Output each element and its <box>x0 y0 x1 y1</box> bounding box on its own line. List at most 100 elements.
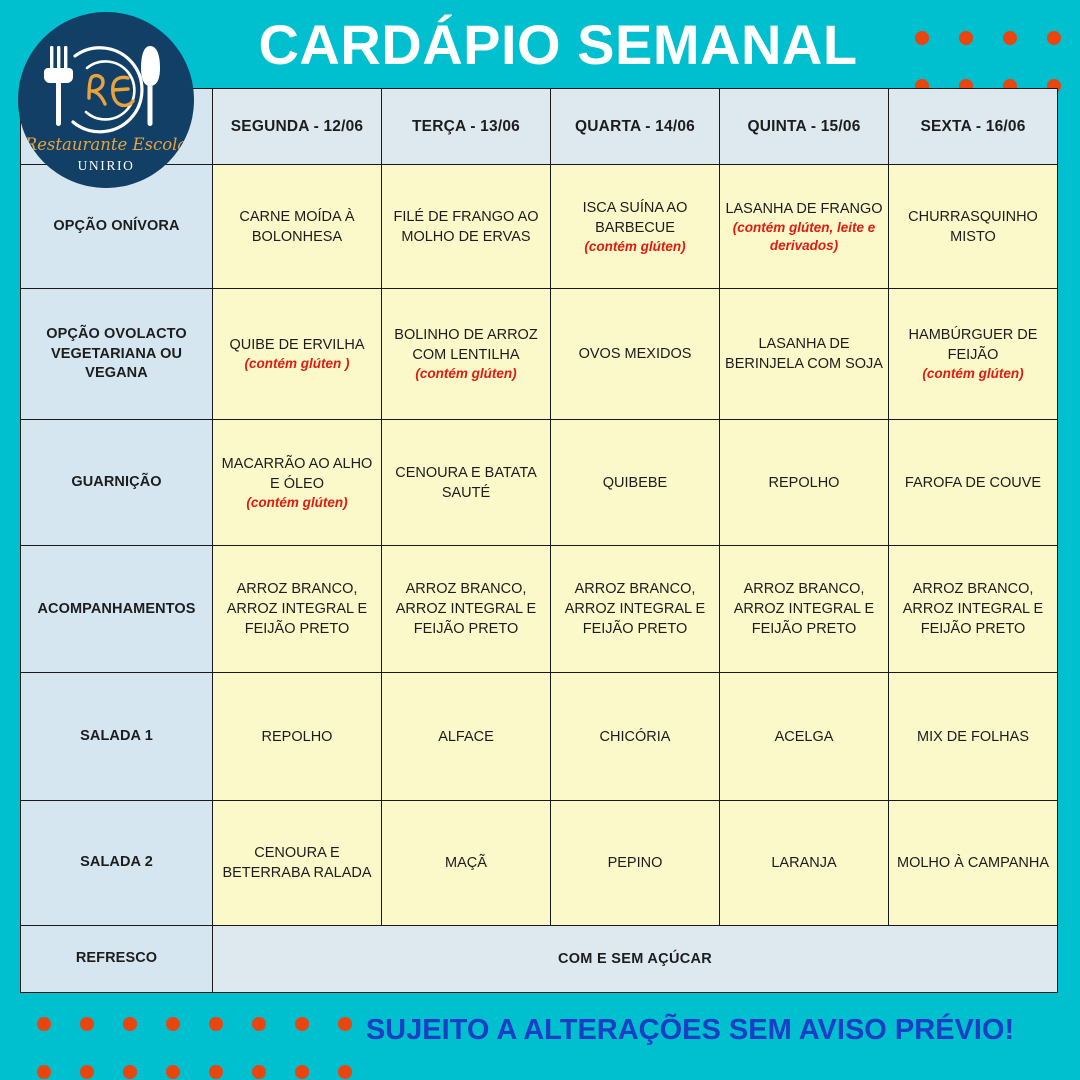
decorative-dot <box>294 1017 309 1031</box>
allergen-note: (contém glúten) <box>246 494 348 510</box>
row-label-vegetariana: OPÇÃO OVOLACTO VEGETARIANA OU VEGANA <box>20 288 213 420</box>
menu-cell: ARROZ BRANCO, ARROZ INTEGRAL E FEIJÃO PR… <box>212 545 382 673</box>
row-label-refresco: REFRESCO <box>20 924 213 994</box>
day-column-header-terca: TERÇA - 13/06 <box>381 88 551 165</box>
row-label-salada-2: SALADA 2 <box>20 800 213 926</box>
table-row: OPÇÃO ONÍVORA CARNE MOÍDA À BOLONHESA FI… <box>20 163 1058 290</box>
page-title: CARDÁPIO SEMANAL <box>258 13 858 76</box>
logo-restaurant-name: Restaurante Escola <box>24 135 188 154</box>
dish-name: ARROZ BRANCO, ARROZ INTEGRAL E FEIJÃO PR… <box>733 581 875 638</box>
re-monogram <box>87 73 135 108</box>
menu-cell: FAROFA DE COUVE <box>888 418 1058 547</box>
menu-cell: MAÇÃ <box>381 800 551 926</box>
menu-cell: QUIBE DE ERVILHA (contém glúten ) <box>212 288 382 420</box>
menu-cell: CENOURA E BATATA SAUTÉ <box>381 418 551 547</box>
decorative-dot <box>337 1065 352 1079</box>
dish-name: CHICÓRIA <box>599 728 671 745</box>
menu-cell: ISCA SUÍNA AO BARBECUE (contém glúten) <box>550 163 720 290</box>
decorative-dot <box>1047 31 1061 45</box>
menu-cell: MOLHO À CAMPANHA <box>888 800 1058 926</box>
day-column-header-quarta: QUARTA - 14/06 <box>550 88 720 165</box>
dish-name: ARROZ BRANCO, ARROZ INTEGRAL E FEIJÃO PR… <box>902 581 1044 638</box>
allergen-note: (contém glúten) <box>922 366 1024 382</box>
menu-cell: REPOLHO <box>212 671 382 802</box>
dish-name: HAMBÚRGUER DE FEIJÃO <box>908 327 1038 364</box>
row-label-acompanhamentos: ACOMPANHAMENTOS <box>20 545 213 673</box>
decorative-dot <box>79 1065 94 1079</box>
dish-name: CHURRASQUINHO MISTO <box>908 208 1038 245</box>
menu-cell: PEPINO <box>550 800 720 926</box>
menu-cell: QUIBEBE <box>550 418 720 547</box>
dish-name: MAÇÃ <box>445 854 487 871</box>
menu-cell: LASANHA DE BERINJELA COM SOJA <box>719 288 889 420</box>
dish-name: ARROZ BRANCO, ARROZ INTEGRAL E FEIJÃO PR… <box>226 581 368 638</box>
menu-cell: CARNE MOÍDA À BOLONHESA <box>212 163 382 290</box>
dish-name: LASANHA DE BERINJELA COM SOJA <box>725 336 883 373</box>
day-column-header-quinta: QUINTA - 15/06 <box>719 88 889 165</box>
decorative-dot <box>959 31 973 45</box>
menu-cell: CHICÓRIA <box>550 671 720 802</box>
dish-name: BOLINHO DE ARROZ COM LENTILHA <box>394 327 538 364</box>
menu-cell: MIX DE FOLHAS <box>888 671 1058 802</box>
menu-cell: MACARRÃO AO ALHO E ÓLEO (contém glúten) <box>212 418 382 547</box>
dish-name: MIX DE FOLHAS <box>917 728 1029 745</box>
decorative-dot <box>208 1065 223 1079</box>
decorative-dot <box>36 1065 51 1079</box>
decorative-dot <box>915 31 929 45</box>
dish-name: ARROZ BRANCO, ARROZ INTEGRAL E FEIJÃO PR… <box>395 581 537 638</box>
row-label-salada-1: SALADA 1 <box>20 671 213 802</box>
knife-icon <box>141 46 160 126</box>
disclaimer-note: SUJEITO A ALTERAÇÕES SEM AVISO PRÉVIO! <box>365 1014 1015 1046</box>
menu-cell: FILÉ DE FRANGO AO MOLHO DE ERVAS <box>381 163 551 290</box>
table-row: REFRESCO COM E SEM AÇÚCAR <box>20 924 1058 994</box>
dish-name: PEPINO <box>607 854 663 871</box>
dish-name: ARROZ BRANCO, ARROZ INTEGRAL E FEIJÃO PR… <box>564 581 706 638</box>
table-row: SALADA 1 REPOLHO ALFACE CHICÓRIA ACELGA … <box>20 671 1058 802</box>
decorative-dot <box>251 1017 266 1031</box>
decorative-dot <box>79 1017 94 1031</box>
dish-name: FAROFA DE COUVE <box>904 474 1042 491</box>
menu-cell: ARROZ BRANCO, ARROZ INTEGRAL E FEIJÃO PR… <box>550 545 720 673</box>
decorative-dot <box>294 1065 309 1079</box>
table-row: OPÇÃO OVOLACTO VEGETARIANA OU VEGANA QUI… <box>20 288 1058 420</box>
dish-name: CENOURA E BATATA SAUTÉ <box>395 464 537 501</box>
menu-cell: ALFACE <box>381 671 551 802</box>
decorative-dot <box>337 1017 352 1031</box>
decorative-dot <box>122 1017 137 1031</box>
decorative-dot <box>1003 31 1017 45</box>
menu-cell: REPOLHO <box>719 418 889 547</box>
decorative-dot <box>208 1017 223 1031</box>
menu-cell: HAMBÚRGUER DE FEIJÃO (contém glúten) <box>888 288 1058 420</box>
decorative-dot <box>165 1065 180 1079</box>
allergen-note: (contém glúten) <box>415 366 517 382</box>
footer-decorative-dots <box>22 1000 366 1080</box>
table-body: OPÇÃO ONÍVORA CARNE MOÍDA À BOLONHESA FI… <box>20 163 1058 994</box>
row-label-guarnicao: GUARNIÇÃO <box>20 418 213 547</box>
fork-icon <box>44 46 73 126</box>
menu-cell: ARROZ BRANCO, ARROZ INTEGRAL E FEIJÃO PR… <box>888 545 1058 673</box>
dish-name: QUIBEBE <box>602 474 668 491</box>
menu-cell: ARROZ BRANCO, ARROZ INTEGRAL E FEIJÃO PR… <box>381 545 551 673</box>
table-row: SALADA 2 CENOURA E BETERRABA RALADA MAÇÃ… <box>20 800 1058 926</box>
dish-name: CARNE MOÍDA À BOLONHESA <box>239 208 355 245</box>
menu-cell: BOLINHO DE ARROZ COM LENTILHA (contém gl… <box>381 288 551 420</box>
dish-name: FILÉ DE FRANGO AO MOLHO DE ERVAS <box>393 208 539 245</box>
decorative-dot <box>251 1065 266 1079</box>
dish-name: ISCA SUÍNA AO BARBECUE <box>582 199 688 236</box>
dish-name: REPOLHO <box>261 728 333 745</box>
allergen-note: (contém glúten) <box>584 238 686 254</box>
logo-institution: UNIRIO <box>78 158 135 173</box>
decorative-dot <box>36 1017 51 1031</box>
menu-cell: CENOURA E BETERRABA RALADA <box>212 800 382 926</box>
allergen-note: (contém glúten, leite e derivados) <box>732 220 876 253</box>
day-column-header-segunda: SEGUNDA - 12/06 <box>212 88 382 165</box>
weekly-menu-table: SEGUNDA - 12/06 TERÇA - 13/06 QUARTA - 1… <box>20 88 1058 994</box>
table-row: GUARNIÇÃO MACARRÃO AO ALHO E ÓLEO (conté… <box>20 418 1058 547</box>
plate-icon <box>71 46 144 134</box>
menu-cell: LARANJA <box>719 800 889 926</box>
drink-value-cell: COM E SEM AÇÚCAR <box>212 924 1058 994</box>
decorative-dot <box>165 1017 180 1031</box>
table-row: ACOMPANHAMENTOS ARROZ BRANCO, ARROZ INTE… <box>20 545 1058 673</box>
dish-name: LARANJA <box>771 854 837 871</box>
dish-name: REPOLHO <box>768 474 840 491</box>
